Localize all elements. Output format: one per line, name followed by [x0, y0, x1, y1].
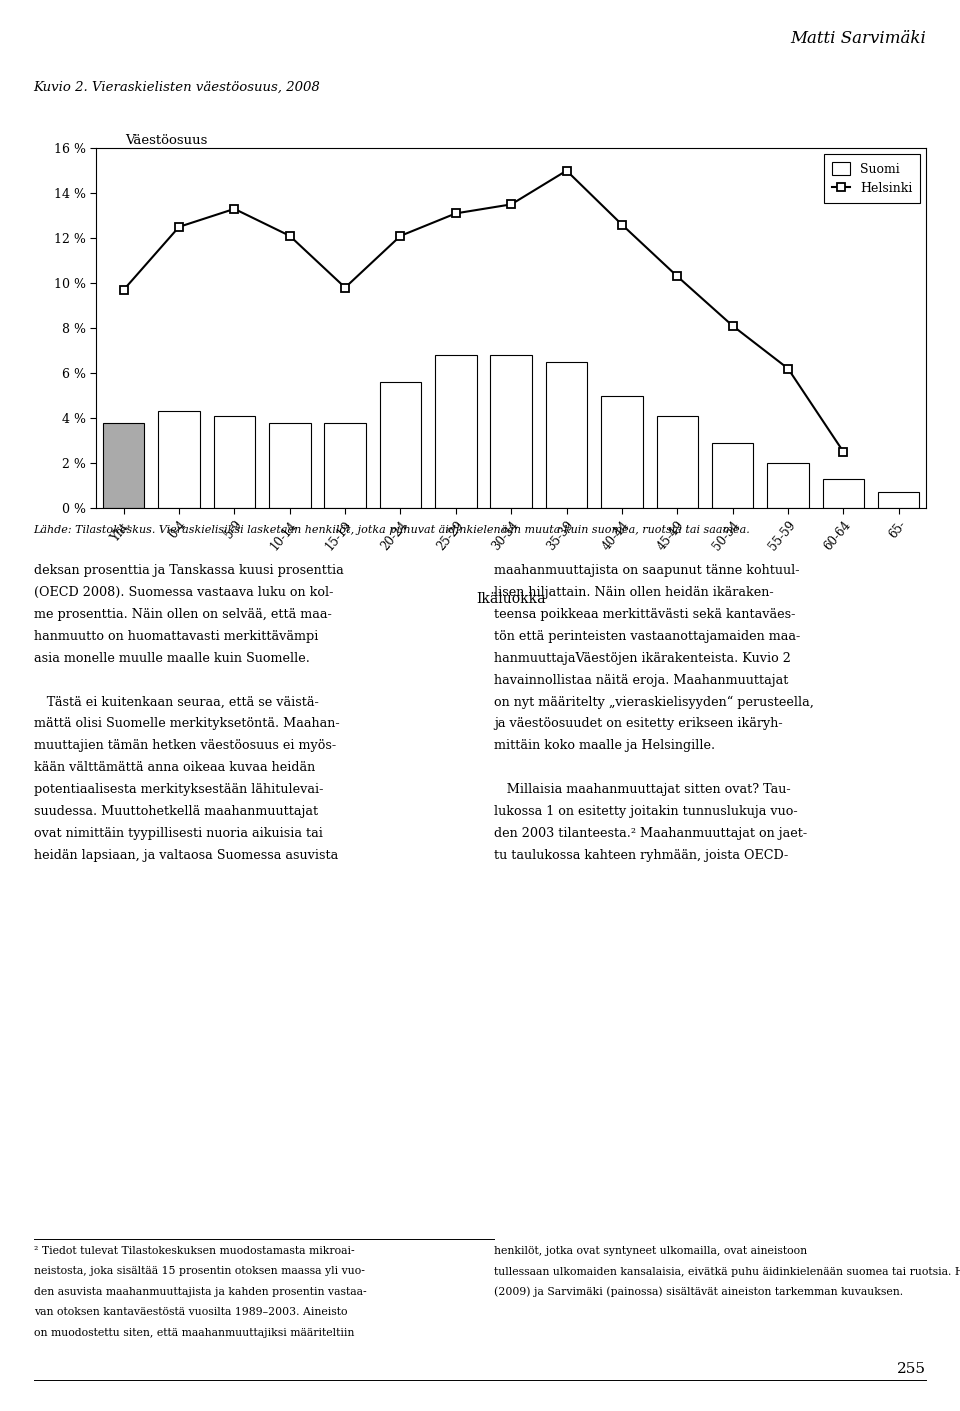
- Text: den 2003 tilanteesta.² Maahanmuuttajat on jaet-: den 2003 tilanteesta.² Maahanmuuttajat o…: [494, 827, 807, 840]
- Text: maahanmuuttajista on saapunut tänne kohtuul-: maahanmuuttajista on saapunut tänne koht…: [494, 564, 800, 577]
- Bar: [435, 356, 476, 508]
- Text: den asuvista maahanmuuttajista ja kahden prosentin vastaa-: den asuvista maahanmuuttajista ja kahden…: [34, 1287, 366, 1297]
- Text: Matti Sarvimäki: Matti Sarvimäki: [790, 30, 926, 47]
- Bar: [712, 443, 754, 508]
- Text: heidän lapsiaan, ja valtaosa Suomessa asuvista: heidän lapsiaan, ja valtaosa Suomessa as…: [34, 848, 338, 862]
- Text: (OECD 2008). Suomessa vastaava luku on kol-: (OECD 2008). Suomessa vastaava luku on k…: [34, 587, 333, 600]
- Bar: [103, 422, 144, 508]
- Text: hanmuuttajaVäestöjen ikärakenteista. Kuvio 2: hanmuuttajaVäestöjen ikärakenteista. Kuv…: [494, 652, 791, 665]
- Text: on nyt määritelty „vieraskielisyyden“ perusteella,: on nyt määritelty „vieraskielisyyden“ pe…: [494, 696, 814, 708]
- Text: suudessa. Muuttohetkellä maahanmuuttajat: suudessa. Muuttohetkellä maahanmuuttajat: [34, 804, 318, 818]
- Text: Väestöosuus: Väestöosuus: [125, 134, 207, 147]
- Text: ja väestöosuudet on esitetty erikseen ikäryh-: ja väestöosuudet on esitetty erikseen ik…: [494, 717, 783, 731]
- Text: teensa poikkeaa merkittävästi sekä kantaväes-: teensa poikkeaa merkittävästi sekä kanta…: [494, 608, 796, 621]
- Text: henkilöt, jotka ovat syntyneet ulkomailla, ovat aineistoon: henkilöt, jotka ovat syntyneet ulkomaill…: [494, 1246, 807, 1256]
- Text: muuttajien tämän hetken väestöosuus ei myös-: muuttajien tämän hetken väestöosuus ei m…: [34, 739, 336, 752]
- Bar: [546, 361, 588, 508]
- Text: mättä olisi Suomelle merkityksetöntä. Maahan-: mättä olisi Suomelle merkityksetöntä. Ma…: [34, 717, 339, 731]
- Text: me prosenttia. Näin ollen on selvää, että maa-: me prosenttia. Näin ollen on selvää, ett…: [34, 608, 331, 621]
- Text: neistosta, joka sisältää 15 prosentin otoksen maassa yli vuo-: neistosta, joka sisältää 15 prosentin ot…: [34, 1267, 365, 1277]
- Text: (2009) ja Sarvimäki (painossa) sisältävät aineiston tarkemman kuvauksen.: (2009) ja Sarvimäki (painossa) sisältävä…: [494, 1287, 903, 1297]
- Bar: [214, 416, 255, 508]
- Bar: [767, 463, 808, 508]
- Text: Lähde: Tilastokeskus. Vieraskielisiksi lasketaan henkilöt, jotka puhuvat äidinki: Lähde: Tilastokeskus. Vieraskielisiksi l…: [34, 525, 751, 535]
- Bar: [324, 422, 366, 508]
- Text: lukossa 1 on esitetty joitakin tunnuslukuja vuo-: lukossa 1 on esitetty joitakin tunnusluk…: [494, 804, 798, 818]
- Text: potentiaalisesta merkityksestään lähitulevai-: potentiaalisesta merkityksestään lähitul…: [34, 783, 323, 796]
- Bar: [491, 356, 532, 508]
- Legend: Suomi, Helsinki: Suomi, Helsinki: [824, 154, 920, 203]
- Text: ² Tiedot tulevat Tilastokeskuksen muodostamasta mikroai-: ² Tiedot tulevat Tilastokeskuksen muodos…: [34, 1246, 354, 1256]
- Text: Tästä ei kuitenkaan seuraa, että se väistä-: Tästä ei kuitenkaan seuraa, että se väis…: [34, 696, 319, 708]
- Text: havainnollistaa näitä eroja. Maahanmuuttajat: havainnollistaa näitä eroja. Maahanmuutt…: [494, 674, 789, 687]
- Text: ovat nimittäin tyypillisesti nuoria aikuisia tai: ovat nimittäin tyypillisesti nuoria aiku…: [34, 827, 323, 840]
- Text: mittäin koko maalle ja Helsingille.: mittäin koko maalle ja Helsingille.: [494, 739, 715, 752]
- Text: on muodostettu siten, että maahanmuuttajiksi määriteltiin: on muodostettu siten, että maahanmuuttaj…: [34, 1328, 354, 1338]
- Text: kään välttämättä anna oikeaa kuvaa heidän: kään välttämättä anna oikeaa kuvaa heidä…: [34, 762, 315, 775]
- Text: 255: 255: [898, 1362, 926, 1376]
- Text: deksan prosenttia ja Tanskassa kuusi prosenttia: deksan prosenttia ja Tanskassa kuusi pro…: [34, 564, 344, 577]
- Bar: [878, 492, 920, 508]
- Text: tullessaan ulkomaiden kansalaisia, eivätkä puhu äidinkielenään suomea tai ruotsi: tullessaan ulkomaiden kansalaisia, eivät…: [494, 1267, 960, 1277]
- Bar: [158, 411, 200, 508]
- Text: van otoksen kantaväestöstä vuosilta 1989–2003. Aineisto: van otoksen kantaväestöstä vuosilta 1989…: [34, 1307, 348, 1318]
- Bar: [657, 416, 698, 508]
- Text: Millaisia maahanmuuttajat sitten ovat? Tau-: Millaisia maahanmuuttajat sitten ovat? T…: [494, 783, 791, 796]
- Bar: [823, 478, 864, 508]
- Text: asia monelle muulle maalle kuin Suomelle.: asia monelle muulle maalle kuin Suomelle…: [34, 652, 309, 665]
- X-axis label: Ikäluokka: Ikäluokka: [476, 591, 546, 605]
- Bar: [269, 422, 310, 508]
- Text: hanmuutto on huomattavasti merkittävämpi: hanmuutto on huomattavasti merkittävämpi: [34, 629, 318, 643]
- Text: tön että perinteisten vastaanottajamaiden maa-: tön että perinteisten vastaanottajamaide…: [494, 629, 801, 643]
- Bar: [601, 395, 642, 508]
- Bar: [380, 382, 421, 508]
- Text: Kuvio 2. Vieraskielisten väestöosuus, 2008: Kuvio 2. Vieraskielisten väestöosuus, 20…: [34, 80, 321, 93]
- Text: tu taulukossa kahteen ryhmään, joista OECD-: tu taulukossa kahteen ryhmään, joista OE…: [494, 848, 789, 862]
- Text: lisen hiljattain. Näin ollen heidän ikäraken-: lisen hiljattain. Näin ollen heidän ikär…: [494, 587, 774, 600]
